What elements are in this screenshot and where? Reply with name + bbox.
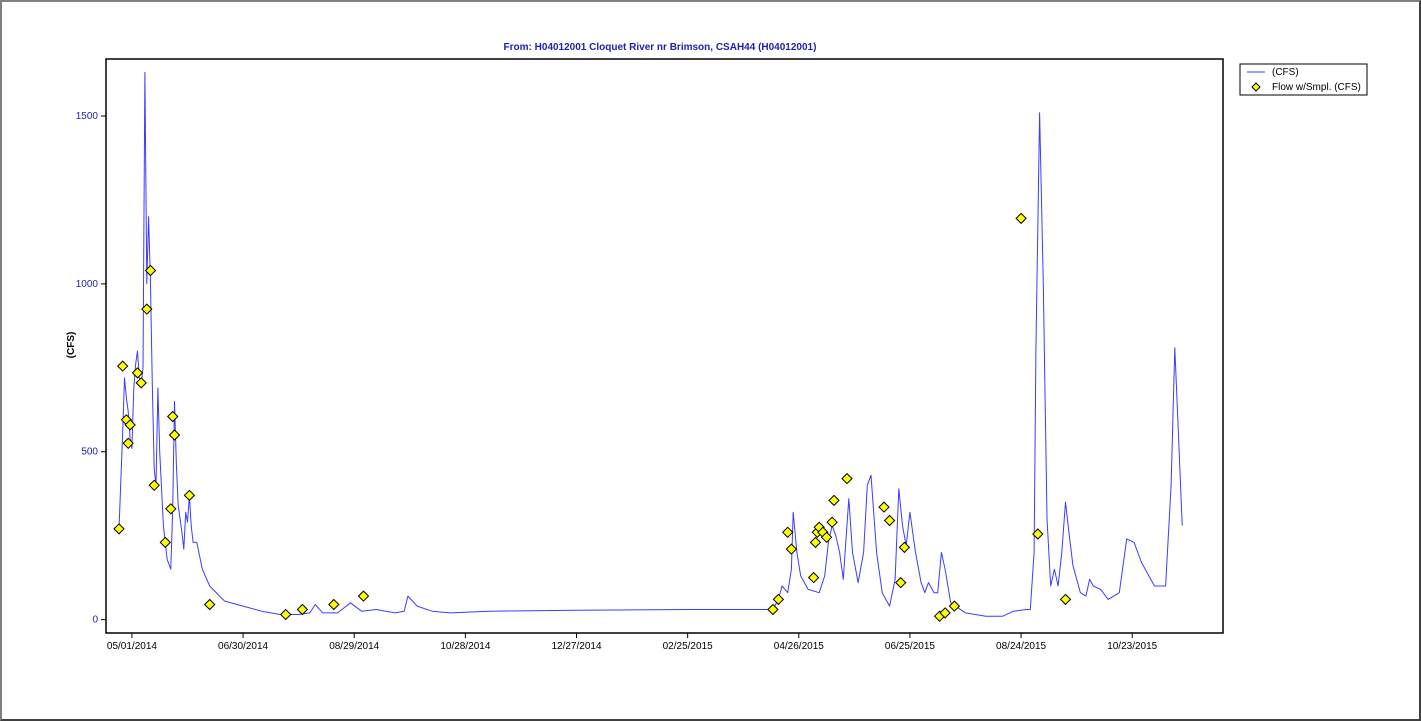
x-tick-label: 12/27/2014 xyxy=(551,641,601,652)
flow-sample-marker xyxy=(785,543,798,555)
x-tick-label: 10/23/2015 xyxy=(1107,641,1157,652)
y-axis: 0 500 1000 1500 xyxy=(76,111,106,626)
flow-sample-marker xyxy=(168,429,181,441)
flow-sample-marker xyxy=(144,264,157,277)
flow-sample-marker xyxy=(894,576,907,589)
flow-sample-marker xyxy=(135,377,147,389)
series-layer xyxy=(113,71,1183,622)
flow-sample-marker xyxy=(357,590,370,602)
legend-label-cfs: (CFS) xyxy=(1272,67,1299,78)
flow-sample-marker xyxy=(809,536,822,549)
flow-sample-marker xyxy=(116,360,129,372)
flow-sample-marker xyxy=(113,523,125,535)
flow-sample-marker xyxy=(1059,593,1072,606)
x-tick-label: 08/24/2015 xyxy=(996,641,1046,652)
legend-box xyxy=(1239,63,1368,96)
series-line-cfs xyxy=(118,71,1183,617)
x-tick-label: 04/26/2015 xyxy=(774,641,824,652)
flow-sample-marker xyxy=(781,526,794,539)
flow-sample-marker xyxy=(807,571,820,584)
flow-sample-marker xyxy=(165,503,177,515)
legend-marker-swatch xyxy=(1251,82,1261,92)
flow-sample-marker xyxy=(279,608,292,621)
flow-sample-marker xyxy=(883,514,896,527)
y-tick-label: 500 xyxy=(81,447,98,458)
flow-sample-marker xyxy=(826,516,838,528)
flow-sample-marker xyxy=(841,472,853,485)
flow-sample-marker xyxy=(159,536,172,549)
plot-frame xyxy=(105,58,1224,634)
flow-sample-marker xyxy=(148,479,160,492)
flow-sample-marker xyxy=(166,410,179,423)
flow-sample-marker xyxy=(767,603,779,616)
flow-sample-marker xyxy=(772,593,785,606)
flow-sample-marker xyxy=(939,607,951,619)
legend-label-flow-sample: Flow w/Smpl. (CFS) xyxy=(1272,82,1361,93)
flow-sample-marker xyxy=(124,419,136,431)
legend: (CFS) Flow w/Smpl. (CFS) xyxy=(1239,63,1368,96)
flow-sample-marker xyxy=(328,598,340,611)
y-tick-label: 1500 xyxy=(76,111,99,122)
x-tick-label: 06/25/2015 xyxy=(885,641,935,652)
flow-sample-marker xyxy=(183,489,196,502)
chart-title: From: H04012001 Cloquet River nr Brimson… xyxy=(504,42,817,53)
flow-sample-marker xyxy=(131,367,144,379)
y-tick-label: 0 xyxy=(92,615,98,626)
flow-sample-marker xyxy=(828,494,840,507)
flow-sample-marker xyxy=(820,531,833,544)
x-tick-label: 06/30/2014 xyxy=(218,641,268,652)
flow-sample-marker xyxy=(948,600,961,612)
flow-sample-marker xyxy=(898,541,911,554)
y-axis-label: (CFS) xyxy=(66,332,77,359)
flow-sample-marker xyxy=(141,303,153,315)
x-axis: 05/01/2014 06/30/2014 08/29/2014 10/28/2014… xyxy=(107,633,1158,652)
flow-sample-marker xyxy=(1032,528,1044,540)
x-tick-label: 08/29/2014 xyxy=(329,641,379,652)
y-tick-label: 1000 xyxy=(76,279,99,290)
x-tick-label: 10/28/2014 xyxy=(440,641,490,652)
x-tick-label: 05/01/2014 xyxy=(107,641,157,652)
flow-sample-marker xyxy=(296,603,309,616)
flow-sample-marker xyxy=(122,437,134,450)
flow-sample-marker xyxy=(203,598,216,611)
x-tick-label: 02/25/2015 xyxy=(663,641,713,652)
flow-sample-marker xyxy=(878,501,890,513)
flow-sample-marker xyxy=(1015,212,1027,225)
